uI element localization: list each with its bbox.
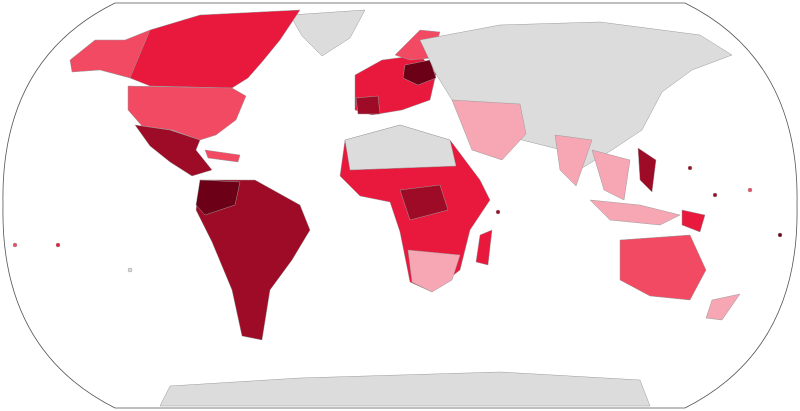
island <box>55 242 61 248</box>
island <box>747 187 753 193</box>
madagascar <box>475 229 493 266</box>
south-america-north <box>195 179 241 216</box>
central-europe <box>402 59 437 86</box>
island <box>12 242 18 248</box>
iberia <box>355 95 381 115</box>
island <box>687 165 693 171</box>
mexico-central-america <box>134 124 213 177</box>
island <box>127 267 133 273</box>
south-america <box>195 179 311 341</box>
southeast-asia <box>591 149 631 201</box>
central-africa <box>399 184 449 221</box>
antarctica <box>159 371 651 407</box>
island <box>495 209 501 215</box>
caribbean <box>204 149 241 163</box>
australia <box>619 234 707 301</box>
alaska <box>69 29 151 79</box>
island <box>712 192 718 198</box>
island <box>777 232 783 238</box>
southern-africa <box>407 249 461 293</box>
middle-east <box>451 99 527 161</box>
greenland <box>289 9 366 57</box>
north-africa <box>344 124 457 171</box>
united-states <box>127 85 247 141</box>
papua-new-guinea <box>681 209 706 233</box>
india <box>554 134 593 187</box>
new-zealand <box>705 293 741 321</box>
philippines <box>637 147 657 193</box>
indonesia <box>589 199 681 226</box>
